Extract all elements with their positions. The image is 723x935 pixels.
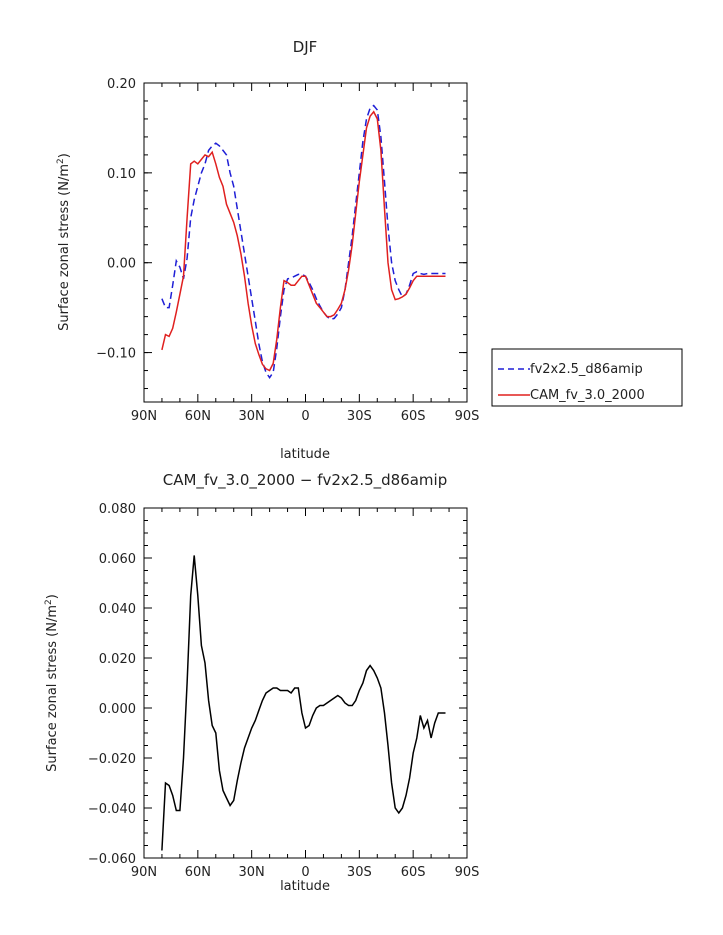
x-tick-label: 90N (131, 409, 157, 424)
y-tick-label: 0.20 (107, 77, 136, 92)
x-tick-label: 90S (455, 865, 480, 880)
y-tick-label: 0.10 (107, 167, 136, 182)
y-tick-label: 0.020 (99, 652, 136, 667)
plot-frame (143, 507, 468, 859)
chart-title: DJF (293, 38, 318, 56)
series-line-0 (161, 555, 446, 851)
chart-difference: CAM_fv_3.0_2000 − fv2x2.5_d86amip 90N 60N… (44, 471, 479, 894)
series-line-0 (161, 104, 446, 380)
y-tick-label: 0.080 (99, 502, 136, 517)
y-tick-label: 0.000 (99, 702, 136, 717)
x-tick-label: 30S (347, 865, 372, 880)
x-tick-label: 30N (239, 865, 265, 880)
y-tick-label: 0.00 (107, 257, 136, 272)
legend: fv2x2.5_d86amip CAM_fv_3.0_2000 (491, 348, 683, 407)
chart-title: CAM_fv_3.0_2000 − fv2x2.5_d86amip (163, 471, 448, 490)
y-tick-label: −0.060 (88, 852, 136, 867)
x-tick-label: 0 (301, 409, 309, 424)
x-tick-label: 60S (401, 865, 426, 880)
x-tick-label: 60N (185, 865, 211, 880)
y-tick-label: 0.040 (99, 602, 136, 617)
legend-label: CAM_fv_3.0_2000 (530, 388, 645, 403)
y-tick-label: −0.020 (88, 752, 136, 767)
y-tick-label: −0.10 (96, 347, 136, 362)
chart-djf: DJF 90N 60N 30N 0 30S 60S 90S 0.20 0.10 0.00 −0.10… (56, 38, 683, 462)
x-tick-label: 90N (131, 865, 157, 880)
x-axis-label: latitude (280, 879, 330, 894)
y-axis-label: Surface zonal stress (N/m2) (56, 153, 72, 331)
x-tick-label: 60S (401, 409, 426, 424)
plot-frame (143, 82, 468, 403)
y-tick-label: 0.060 (99, 552, 136, 567)
x-tick-label: 30S (347, 409, 372, 424)
legend-box (491, 348, 683, 407)
x-tick-label: 30N (239, 409, 265, 424)
x-axis-label: latitude (280, 447, 330, 462)
x-tick-label: 90S (455, 409, 480, 424)
series-line-1 (161, 110, 446, 372)
y-tick-label: −0.040 (88, 802, 136, 817)
legend-label: fv2x2.5_d86amip (530, 362, 643, 377)
x-tick-label: 60N (185, 409, 211, 424)
x-tick-label: 0 (301, 865, 309, 880)
y-axis-label: Surface zonal stress (N/m2) (44, 594, 60, 772)
